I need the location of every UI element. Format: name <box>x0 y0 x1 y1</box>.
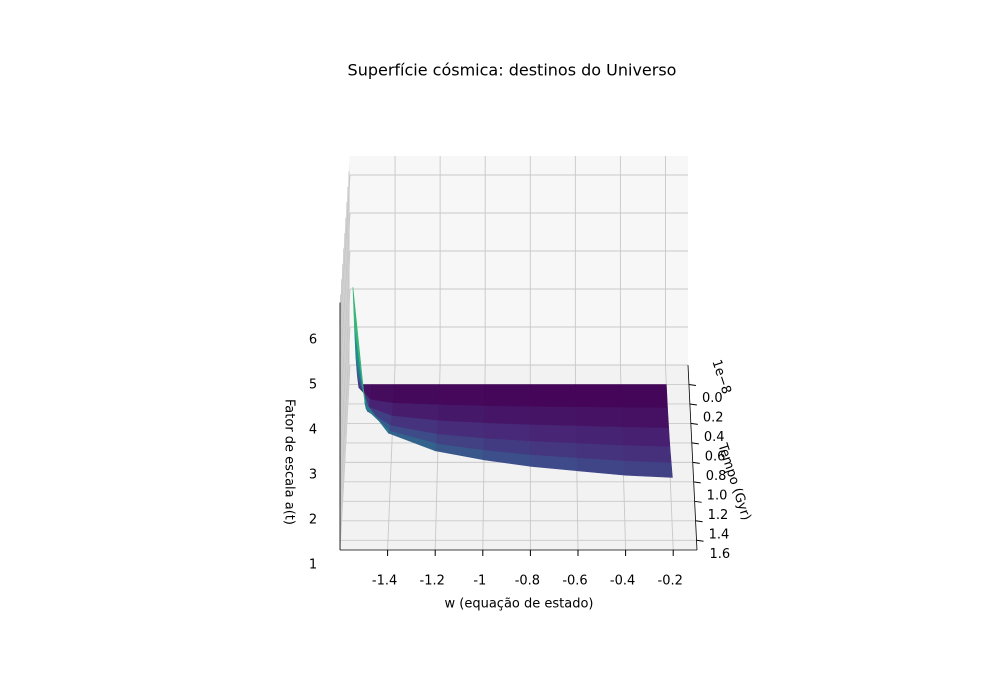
z-tick-label: 4 <box>309 423 317 438</box>
x-tick-label: -0.4 <box>610 574 635 589</box>
y-tick <box>689 403 697 406</box>
y-tick-label: 0.0 <box>702 391 723 406</box>
grid-line <box>339 174 351 326</box>
chart-title: Superfície cósmica: destinos do Universo <box>348 61 677 80</box>
surface-patch <box>575 406 623 428</box>
y-tick <box>696 539 704 542</box>
y-tick <box>695 520 703 523</box>
back-pane <box>350 156 688 365</box>
grid-line <box>339 288 351 461</box>
y-tick-label: 1.0 <box>707 488 728 503</box>
z-axis-label: Fator de escala a(t) <box>282 399 297 525</box>
surface-patch <box>438 384 486 407</box>
z-tick-label: 6 <box>309 333 317 348</box>
y-tick-label: 1.2 <box>708 508 729 523</box>
surface-patch <box>529 406 577 427</box>
y-tick <box>692 461 700 464</box>
y-tick <box>688 383 697 386</box>
y-tick-label: 1.4 <box>709 527 730 542</box>
surface-patch <box>392 384 440 406</box>
x-tick-label: -1.4 <box>372 574 397 589</box>
x-tick-label: -0.2 <box>658 574 683 589</box>
surface-patch <box>622 426 671 448</box>
surface-patch <box>437 404 485 424</box>
y-tick-label: 0.6 <box>705 449 726 464</box>
z-tick-label: 5 <box>309 378 317 393</box>
surface-patch <box>483 405 531 426</box>
y-tick-label: 1.6 <box>710 547 731 562</box>
surface-patch <box>575 384 623 409</box>
y-tick <box>693 481 701 484</box>
x-tick-label: -1 <box>473 574 486 589</box>
surface-patch <box>484 384 531 408</box>
y-tick <box>694 500 702 503</box>
z-tick-label: 1 <box>309 558 317 573</box>
x-tick-label: -0.6 <box>562 574 587 589</box>
y-tick-label: 0.2 <box>703 410 724 425</box>
grid-line <box>339 326 351 506</box>
y-tick <box>690 422 698 425</box>
z-tick-label: 2 <box>309 513 317 528</box>
y-tick <box>691 442 699 445</box>
surface-patch <box>576 425 624 446</box>
x-tick-label: -1.2 <box>420 574 445 589</box>
surface-patch <box>529 424 578 444</box>
surface-patch <box>529 384 577 408</box>
grid-line <box>339 250 351 416</box>
x-axis-label: w (equação de estado) <box>445 597 594 612</box>
grid-line <box>339 212 351 371</box>
x-tick-label: -0.8 <box>515 574 540 589</box>
surface-patch <box>623 445 672 464</box>
surface-patch <box>621 407 670 429</box>
axis-line <box>687 364 698 551</box>
surface-patch <box>620 384 668 409</box>
grid-line <box>339 364 351 551</box>
y-tick-label: 0.8 <box>706 469 727 484</box>
z-tick-label: 3 <box>309 468 317 483</box>
surface-patch <box>623 460 673 478</box>
y-tick-label: 0.4 <box>704 430 725 445</box>
